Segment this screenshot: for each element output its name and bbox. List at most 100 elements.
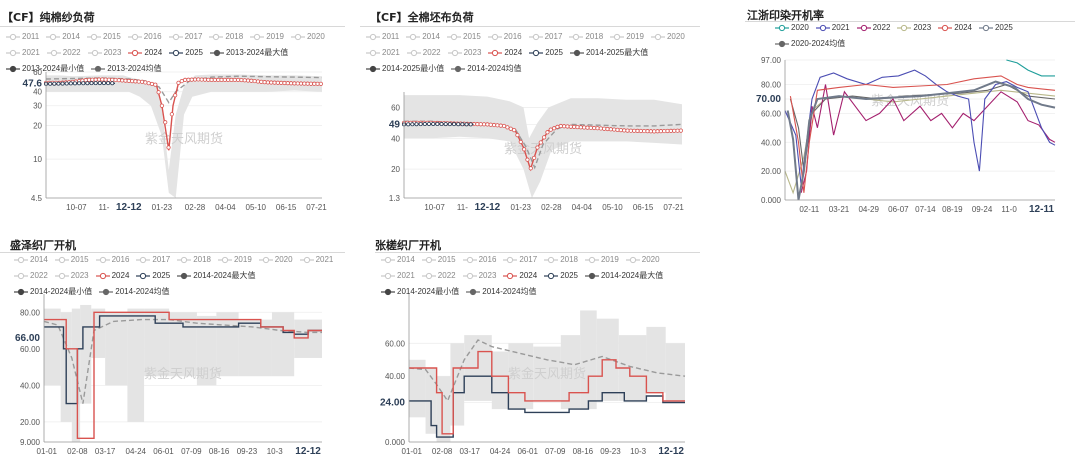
- legend-item[interactable]: 2022: [856, 21, 890, 35]
- legend-label: 2013-2024最小值: [22, 64, 85, 73]
- legend-label: 2025: [152, 271, 171, 280]
- legend-item[interactable]: 2020: [775, 21, 809, 35]
- series-2024-point: [562, 124, 567, 129]
- legend-item[interactable]: 2014: [46, 30, 80, 44]
- legend-item[interactable]: 2014-2024最小值: [381, 285, 459, 299]
- legend-marker-icon: [421, 272, 436, 280]
- legend-item[interactable]: 2018: [177, 253, 211, 267]
- legend-item[interactable]: 2017: [528, 30, 562, 44]
- legend-label: 2014-2024最小值: [30, 287, 93, 296]
- series-2024-point: [302, 81, 307, 86]
- legend-item[interactable]: 2022: [421, 269, 456, 283]
- legend-item[interactable]: 2017: [136, 253, 170, 267]
- x-tick-label: 10-3: [630, 447, 647, 456]
- x-tick-label: 07-21: [663, 203, 684, 212]
- legend-item[interactable]: 2014: [381, 253, 415, 267]
- series-2025-point: [56, 81, 61, 86]
- legend-marker-icon: [87, 33, 101, 41]
- legend-item[interactable]: 2023: [897, 21, 931, 35]
- legend-item[interactable]: 2014-2024最小值: [14, 285, 92, 299]
- legend-item[interactable]: 2021: [299, 253, 334, 267]
- series-2024-point: [298, 81, 304, 86]
- legend-item[interactable]: 2020: [650, 30, 685, 44]
- series-2025-line: [44, 315, 322, 405]
- legend-item[interactable]: 2017: [503, 253, 537, 267]
- legend-item[interactable]: 2024: [503, 269, 537, 283]
- legend-item[interactable]: 2022: [406, 46, 441, 60]
- y-tick-label: 40: [33, 88, 42, 97]
- legend-item[interactable]: 2025: [136, 269, 170, 283]
- legend-item[interactable]: 2025: [978, 21, 1013, 35]
- legend-item[interactable]: 2019: [217, 253, 252, 267]
- legend-item[interactable]: 2014-2024均值: [99, 285, 170, 299]
- legend-item[interactable]: 2014-2025最大值: [569, 46, 648, 60]
- legend-item[interactable]: 2013-2024均值: [91, 62, 162, 76]
- series-2024-point: [255, 79, 261, 84]
- legend-item[interactable]: 2015: [447, 30, 481, 44]
- legend-item[interactable]: 2018: [544, 253, 578, 267]
- legend-item[interactable]: 2025: [169, 46, 203, 60]
- legend-item[interactable]: 2014-2024最大值: [177, 269, 255, 283]
- legend-item[interactable]: 2019: [584, 253, 619, 267]
- legend-item[interactable]: 2021: [815, 21, 850, 35]
- legend-item[interactable]: 2020: [258, 253, 293, 267]
- legend-item[interactable]: 2015: [87, 30, 121, 44]
- legend-item[interactable]: 2020: [290, 30, 325, 44]
- min-max-band: [46, 74, 322, 198]
- legend-marker-icon: [610, 33, 625, 41]
- legend-item[interactable]: 2013-2024最小值: [6, 62, 84, 76]
- legend-item[interactable]: 2021: [6, 46, 40, 60]
- series-2024-point: [126, 78, 131, 83]
- legend-marker-icon: [250, 33, 265, 41]
- legend-item[interactable]: 2023: [87, 46, 121, 60]
- legend-item[interactable]: 2016: [95, 253, 129, 267]
- legend-item[interactable]: 2019: [610, 30, 644, 44]
- legend-item[interactable]: 2015: [54, 253, 89, 267]
- legend-item[interactable]: 2016: [487, 30, 522, 44]
- legend-item[interactable]: 2022: [46, 46, 81, 60]
- series-2024-point: [279, 80, 284, 85]
- legend-item[interactable]: 2020-2024均值: [775, 37, 845, 51]
- legend-item[interactable]: 2014-2024均值: [451, 62, 522, 76]
- series-2025-point: [406, 122, 411, 127]
- legend-item[interactable]: 2018: [209, 30, 243, 44]
- legend-label: 2021: [315, 255, 334, 264]
- legend-item[interactable]: 2014-2024最大值: [584, 269, 663, 283]
- legend-item[interactable]: 2014-2025最小值: [366, 62, 444, 76]
- series-2024-point: [249, 78, 254, 83]
- series-2024-point: [518, 139, 523, 144]
- legend-item[interactable]: 2014: [14, 253, 48, 267]
- legend-item[interactable]: 2023: [54, 269, 89, 283]
- series-2024-point: [209, 77, 214, 83]
- legend-item[interactable]: 2011: [366, 30, 399, 44]
- legend-item[interactable]: 2018: [569, 30, 603, 44]
- legend-item[interactable]: 2013-2024最大值: [209, 46, 288, 60]
- legend-item[interactable]: 2019: [250, 30, 284, 44]
- legend-item[interactable]: 2024: [128, 46, 162, 60]
- legend-item[interactable]: 2025: [529, 46, 563, 60]
- x-tick-label: 01-23: [152, 203, 173, 212]
- legend-marker-icon: [897, 24, 912, 32]
- legend-item[interactable]: 2015: [421, 253, 456, 267]
- series-2024-point: [552, 126, 557, 131]
- legend-item[interactable]: 2017: [168, 30, 202, 44]
- legend-item[interactable]: 2022: [14, 269, 48, 283]
- legend-item[interactable]: 2021: [366, 46, 400, 60]
- legend-item[interactable]: 2014: [406, 30, 440, 44]
- legend-item[interactable]: 2016: [462, 253, 496, 267]
- legend-item[interactable]: 2014-2024均值: [466, 285, 537, 299]
- legend-item[interactable]: 2024: [488, 46, 522, 60]
- legend-item[interactable]: 2011: [6, 30, 39, 44]
- legend-item[interactable]: 2023: [462, 269, 496, 283]
- legend-item[interactable]: 2024: [938, 21, 972, 35]
- legend-item[interactable]: 2016: [127, 30, 162, 44]
- series-2024-point: [568, 124, 573, 129]
- legend-item[interactable]: 2024: [95, 269, 129, 283]
- legend-item[interactable]: 2023: [447, 46, 481, 60]
- legend-item[interactable]: 2020: [625, 253, 660, 267]
- legend-item[interactable]: 2025: [544, 269, 578, 283]
- watermark-text: 紫金天风期货: [144, 366, 222, 381]
- y-tick-label: 60: [391, 103, 400, 112]
- series-2024-point: [672, 128, 677, 133]
- legend-item[interactable]: 2021: [381, 269, 415, 283]
